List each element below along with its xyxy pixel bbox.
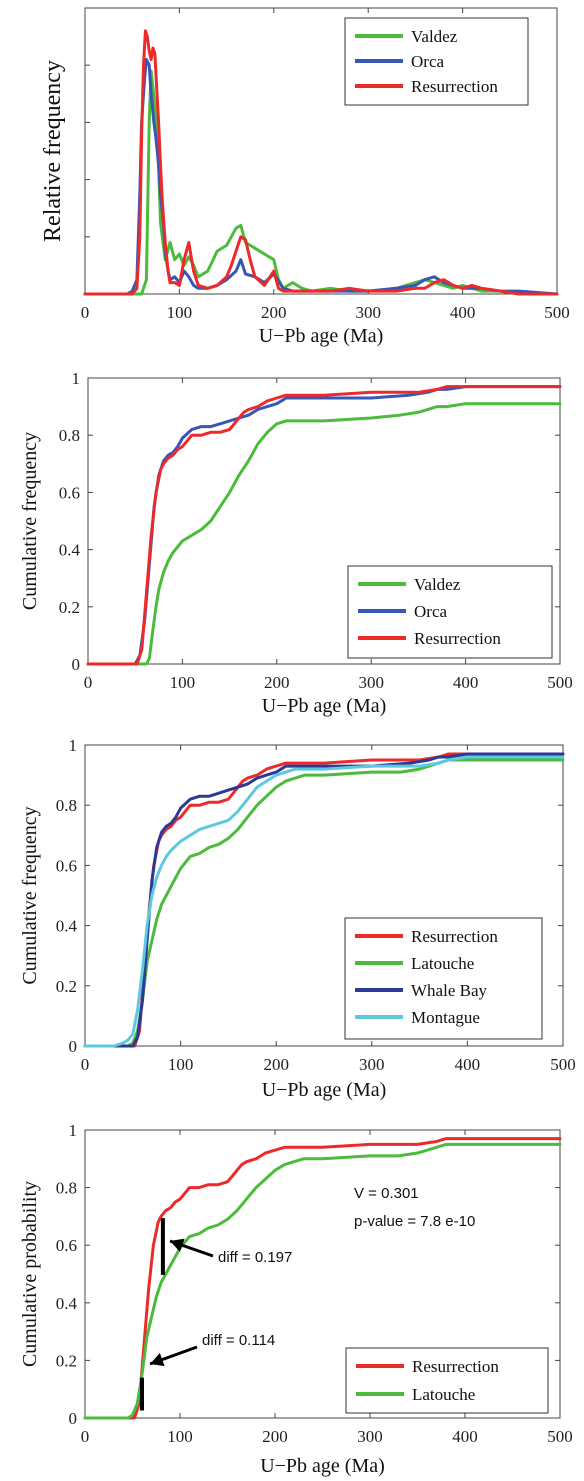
x-tick-label: 200	[261, 303, 287, 322]
x-tick-label: 100	[167, 1427, 193, 1446]
legend-label: Latouche	[412, 1385, 475, 1404]
diff-label: diff = 0.114	[202, 1332, 275, 1349]
y-tick-label: 1	[72, 369, 81, 388]
chart-panel-4: 0 100 200 300 400 500 0 0.2 0.4 0.6 0.8 1 U−Pb age (…	[19, 1121, 573, 1477]
x-tick-label: 500	[547, 1427, 573, 1446]
x-tick-label: 0	[81, 1427, 90, 1446]
x-axis-label: U−Pb age (Ma)	[262, 695, 387, 717]
x-tick-label: 500	[550, 1055, 576, 1074]
y-tick-label: 0.6	[59, 483, 80, 502]
legend-label: Valdez	[414, 575, 461, 594]
y-tick-label: 0.2	[56, 977, 77, 996]
y-axis-label: Cumulative frequency	[19, 432, 41, 610]
legend-label: Resurrection	[411, 927, 498, 946]
legend: Valdez Orca Resurrection	[347, 565, 553, 659]
legend: Resurrection Latouche Whale Bay Montague	[344, 917, 543, 1040]
series-line-resurrection	[83, 29, 559, 296]
stat-p-value: p-value = 7.8 e-10	[354, 1213, 475, 1230]
y-tick-label: 1	[69, 1121, 78, 1140]
series-line-whale-bay	[83, 752, 565, 1048]
x-tick-label: 200	[262, 1427, 288, 1446]
legend-label: Resurrection	[412, 1357, 499, 1376]
x-tick-label: 200	[263, 1055, 289, 1074]
legend-label: Montague	[411, 1008, 480, 1027]
stat-v: V = 0.301	[354, 1185, 419, 1202]
legend-label: Latouche	[411, 954, 474, 973]
diff-label: diff = 0.197	[218, 1249, 292, 1266]
legend-label: Whale Bay	[411, 981, 487, 1000]
y-axis-label: Cumulative probability	[19, 1181, 41, 1367]
y-tick-label: 0	[69, 1037, 78, 1056]
legend-label: Orca	[414, 602, 447, 621]
series-line-montague	[83, 755, 565, 1048]
chart-panel-3: 0 100 200 300 400 500 0 0.2 0.4 0.6 0.8 1 U−Pb age (…	[19, 736, 576, 1101]
diff-arrow-head	[170, 1238, 185, 1252]
x-axis-label: U−Pb age (Ma)	[260, 1455, 385, 1477]
y-tick-label: 0.4	[56, 1294, 78, 1313]
legend-label: Resurrection	[411, 77, 498, 96]
y-axis-label: Cumulative frequency	[19, 806, 41, 984]
x-tick-label: 400	[453, 673, 479, 692]
legend: Resurrection Latouche	[345, 1347, 549, 1414]
x-tick-label: 100	[170, 673, 196, 692]
diff-arrow-head	[150, 1352, 165, 1367]
legend: Valdez Orca Resurrection	[344, 17, 529, 106]
x-tick-label: 0	[84, 673, 93, 692]
x-tick-label: 100	[168, 1055, 194, 1074]
x-tick-label: 0	[81, 303, 90, 322]
legend-label: Valdez	[411, 27, 458, 46]
legend-label: Orca	[411, 52, 444, 71]
y-tick-label: 0	[72, 655, 81, 674]
chart-panel-2: 0 100 200 300 400 500 0 0.2 0.4 0.6 0.8 1 U−Pb age (…	[19, 369, 573, 717]
chart-panel-1: 0 100 200 300 400 500 U−Pb age (Ma) Relative fr…	[40, 7, 570, 347]
x-tick-label: 300	[357, 1427, 383, 1446]
y-tick-label: 0.8	[59, 426, 80, 445]
x-tick-label: 300	[355, 303, 381, 322]
series-line-resurrection	[83, 1137, 562, 1420]
x-tick-label: 400	[452, 1427, 478, 1446]
series-line-valdez	[86, 402, 562, 666]
y-tick-label: 1	[69, 736, 78, 755]
x-axis-label: U−Pb age (Ma)	[262, 1079, 387, 1101]
y-tick-label: 0.2	[59, 598, 80, 617]
x-tick-label: 400	[450, 303, 476, 322]
y-tick-label: 0.4	[59, 541, 81, 560]
legend-label: Resurrection	[414, 629, 501, 648]
y-tick-label: 0.6	[56, 856, 77, 875]
x-tick-label: 100	[167, 303, 193, 322]
y-tick-label: 0.6	[56, 1236, 77, 1255]
y-tick-label: 0.4	[56, 917, 78, 936]
x-tick-label: 300	[358, 673, 384, 692]
y-axis-label: Relative frequency	[40, 60, 66, 242]
series-line-latouche	[83, 758, 565, 1048]
series-line-latouche	[83, 1142, 562, 1420]
x-tick-label: 500	[547, 673, 573, 692]
x-tick-label: 500	[544, 303, 570, 322]
y-tick-label: 0.8	[56, 1179, 77, 1198]
y-tick-label: 0.2	[56, 1351, 77, 1370]
x-tick-label: 400	[455, 1055, 481, 1074]
series-line-resurrection	[86, 385, 562, 666]
legend-box	[345, 1347, 549, 1414]
y-tick-label: 0.8	[56, 796, 77, 815]
x-tick-label: 300	[359, 1055, 385, 1074]
x-axis-label: U−Pb age (Ma)	[259, 325, 384, 347]
y-tick-label: 0	[69, 1409, 78, 1428]
x-tick-label: 0	[81, 1055, 90, 1074]
x-tick-label: 200	[264, 673, 290, 692]
